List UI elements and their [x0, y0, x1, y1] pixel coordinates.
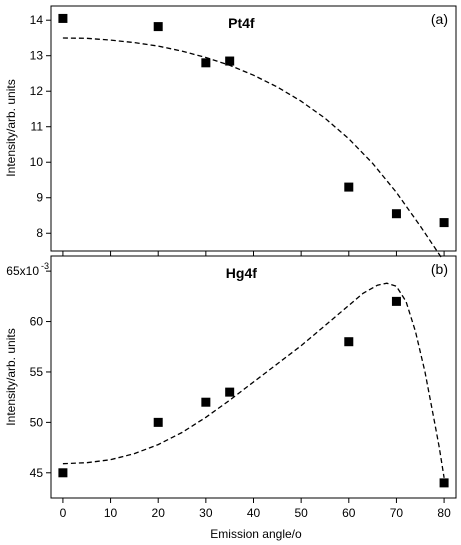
fit-curve-b — [62, 282, 445, 478]
panel-title-a: Pt4f — [228, 15, 255, 31]
panel-title-b: Hg4f — [226, 265, 257, 281]
data-point-b — [344, 337, 354, 347]
y-tick-label-b: 45 — [30, 466, 44, 480]
data-point-b — [439, 478, 449, 488]
x-tick-label: 60 — [342, 506, 356, 520]
x-tick-label: 0 — [60, 506, 67, 520]
y-tick-label-b: 50 — [30, 415, 44, 429]
data-point-a — [201, 58, 211, 68]
data-point-a — [225, 56, 235, 66]
fit-curve-a — [62, 37, 443, 259]
data-point-b — [391, 296, 401, 306]
y-tick-label-a: 8 — [36, 226, 43, 240]
data-point-b — [153, 417, 163, 427]
data-point-a — [439, 218, 449, 228]
data-point-b — [58, 468, 68, 478]
y-tick-label-b: 65x10 — [6, 264, 39, 278]
x-tick-label: 20 — [152, 506, 166, 520]
y-tick-label-a: 13 — [30, 49, 44, 63]
y-tick-label-a: 14 — [30, 13, 44, 27]
panel-a: 8 9 10 11 12 13 14 Pt4f (a) — [30, 5, 457, 259]
data-point-b — [201, 397, 211, 407]
y-tick-label-b: 55 — [30, 365, 44, 379]
x-axis-title: Emission angle/ο — [210, 527, 302, 541]
x-tick-label: 30 — [199, 506, 213, 520]
data-point-a — [58, 13, 68, 23]
y-axis-title-a: Intensity/arb. units — [4, 79, 18, 176]
y-axis-title-b: Intensity/arb. units — [4, 328, 18, 425]
data-point-a — [391, 209, 401, 219]
panel-label-b: (b) — [431, 261, 448, 277]
x-tick-label: 50 — [294, 506, 308, 520]
x-tick-label: 70 — [390, 506, 404, 520]
y-tick-label-a: 12 — [30, 84, 44, 98]
y-tick-exponent-b: -3 — [41, 261, 49, 271]
y-tick-label-a: 10 — [30, 155, 44, 169]
x-tick-label: 10 — [104, 506, 118, 520]
x-tick-label: 40 — [247, 506, 261, 520]
data-point-a — [344, 182, 354, 192]
data-point-a — [153, 22, 163, 32]
y-tick-label-a: 11 — [31, 120, 44, 134]
x-tick-label: 80 — [437, 506, 451, 520]
y-tick-label-b: 60 — [30, 315, 44, 329]
panel-b: 45 50 55 60 65x10 -3 0 10 20 30 40 50 60 70 80 Hg4f (b) — [6, 255, 457, 520]
y-tick-label-a: 9 — [36, 191, 43, 205]
panel-label-a: (a) — [431, 11, 448, 27]
data-point-b — [225, 387, 235, 397]
